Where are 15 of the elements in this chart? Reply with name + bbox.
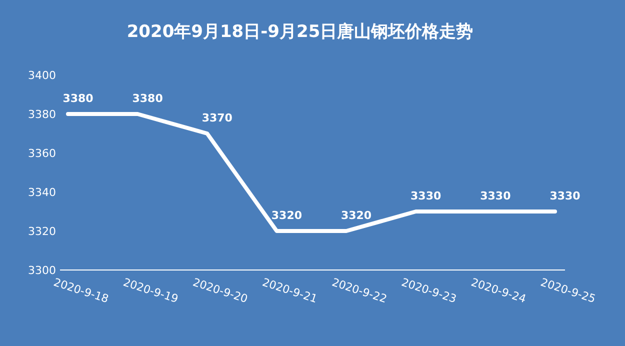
data-label: 3380 <box>62 92 94 105</box>
data-label: 3380 <box>132 92 164 105</box>
y-tick-label: 3340 <box>28 186 56 199</box>
chart-title: 2020年9月18日-9月25日唐山钢坯价格走势 <box>126 22 474 42</box>
data-label: 3330 <box>550 190 581 202</box>
y-tick-label: 3300 <box>28 264 56 277</box>
data-label: 3320 <box>340 209 372 222</box>
data-label: 3330 <box>410 190 442 202</box>
data-label: 3330 <box>480 190 512 202</box>
y-tick-label: 3400 <box>28 69 56 82</box>
data-label: 3320 <box>271 209 302 222</box>
data-label: 3370 <box>202 112 233 124</box>
y-tick-label: 3360 <box>28 147 56 160</box>
y-tick-label: 3380 <box>28 108 56 121</box>
y-tick-label: 3320 <box>28 225 56 238</box>
